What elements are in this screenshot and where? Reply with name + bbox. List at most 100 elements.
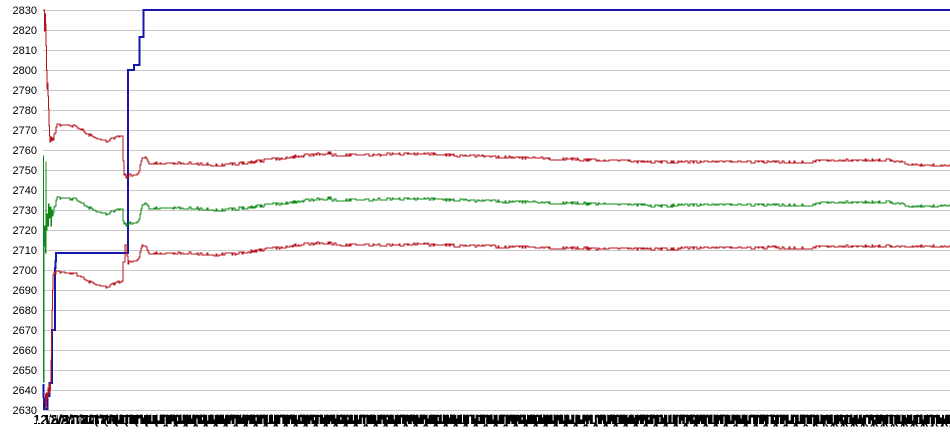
svg-text:12/8/2011 (9:15:59 pm): 12/8/2011 (9:15:59 pm) xyxy=(604,412,738,427)
svg-text:12/8/2011 (5:55:59 pm): 12/8/2011 (5:55:59 pm) xyxy=(203,412,337,427)
svg-text:12/8/2011 (9:05:59 pm): 12/8/2011 (9:05:59 pm) xyxy=(584,412,718,427)
svg-text:12/8/2011 (12:05:59 pm): 12/8/2011 (12:05:59 pm) xyxy=(943,412,950,427)
svg-text:2650: 2650 xyxy=(13,365,37,377)
svg-text:12/8/2011 (9:35:59 pm): 12/8/2011 (9:35:59 pm) xyxy=(643,412,777,427)
svg-text:12/8/2011 (5:25:59 pm): 12/8/2011 (5:25:59 pm) xyxy=(144,412,278,427)
svg-text:2700: 2700 xyxy=(13,265,37,277)
svg-text:12/8/2011 (5:50:59 pm): 12/8/2011 (5:50:59 pm) xyxy=(193,412,327,427)
svg-text:12/8/2011 (7:55:59 pm): 12/8/2011 (7:55:59 pm) xyxy=(443,412,577,427)
svg-text:12/8/2011 (9:55:59 pm): 12/8/2011 (9:55:59 pm) xyxy=(684,412,818,427)
svg-text:12/8/2011 (11:00:59 pm): 12/8/2011 (11:00:59 pm) xyxy=(814,412,950,427)
svg-text:12/8/2011 (7:00:59 pm): 12/8/2011 (7:00:59 pm) xyxy=(333,412,467,427)
svg-text:12/8/2011 (4:45:59 pm): 12/8/2011 (4:45:59 pm) xyxy=(64,412,198,427)
svg-text:12/8/2011 (6:00:59 pm): 12/8/2011 (6:00:59 pm) xyxy=(213,412,347,427)
svg-text:12/8/2011 (4:40:59 pm): 12/8/2011 (4:40:59 pm) xyxy=(54,412,188,427)
svg-text:12/8/2011 (10:05:59 pm): 12/8/2011 (10:05:59 pm) xyxy=(703,412,844,427)
svg-text:12/8/2011 (11:05:59 pm): 12/8/2011 (11:05:59 pm) xyxy=(824,412,950,427)
svg-text:12/8/2011 (8:45:59 pm): 12/8/2011 (8:45:59 pm) xyxy=(543,412,677,427)
svg-text:12/8/2011 (5:45:59 pm): 12/8/2011 (5:45:59 pm) xyxy=(184,412,318,427)
svg-text:12/8/2011 (8:10:59 pm): 12/8/2011 (8:10:59 pm) xyxy=(474,412,608,427)
svg-text:12/8/2011 (9:10:59 pm): 12/8/2011 (9:10:59 pm) xyxy=(594,412,728,427)
svg-text:12/8/2011 (8:15:59 pm): 12/8/2011 (8:15:59 pm) xyxy=(484,412,618,427)
svg-text:12/8/2011 (7:20:59 pm): 12/8/2011 (7:20:59 pm) xyxy=(373,412,507,427)
svg-text:12/8/2011 (7:25:59 pm): 12/8/2011 (7:25:59 pm) xyxy=(383,412,517,427)
svg-text:12/8/2011 (11:25:59 pm): 12/8/2011 (11:25:59 pm) xyxy=(864,412,950,427)
svg-text:12/8/2011 (10:30:59 pm): 12/8/2011 (10:30:59 pm) xyxy=(753,412,894,427)
svg-text:12/8/2011 (7:15:59 pm): 12/8/2011 (7:15:59 pm) xyxy=(363,412,497,427)
svg-text:12/8/2011 (7:40:59 pm): 12/8/2011 (7:40:59 pm) xyxy=(414,412,548,427)
svg-text:12/8/2011 (7:50:59 pm): 12/8/2011 (7:50:59 pm) xyxy=(433,412,567,427)
svg-text:12/8/2011 (8:00:59 pm): 12/8/2011 (8:00:59 pm) xyxy=(454,412,588,427)
svg-text:12/8/2011 (9:40:59 pm): 12/8/2011 (9:40:59 pm) xyxy=(654,412,788,427)
svg-text:12/8/2011 (9:30:59 pm): 12/8/2011 (9:30:59 pm) xyxy=(634,412,768,427)
svg-text:12/8/2011 (10:40:59 pm): 12/8/2011 (10:40:59 pm) xyxy=(774,412,915,427)
svg-text:12/8/2011 (7:50:59 pm): 12/8/2011 (7:50:59 pm) xyxy=(434,412,568,427)
svg-text:2630: 2630 xyxy=(13,405,37,417)
svg-text:12/8/2011 (5:20:59 pm): 12/8/2011 (5:20:59 pm) xyxy=(134,412,268,427)
svg-text:12/8/2011 (5:10:59 pm): 12/8/2011 (5:10:59 pm) xyxy=(113,412,247,427)
svg-text:12/8/2011 (9:40:59 pm): 12/8/2011 (9:40:59 pm) xyxy=(653,412,787,427)
svg-text:12/8/2011 (9:05:59 pm): 12/8/2011 (9:05:59 pm) xyxy=(583,412,717,427)
svg-text:2770: 2770 xyxy=(13,125,37,137)
svg-text:12/8/2011 (6:40:59 pm): 12/8/2011 (6:40:59 pm) xyxy=(293,412,427,427)
svg-text:12/8/2011 (5:00:59 pm): 12/8/2011 (5:00:59 pm) xyxy=(93,412,227,427)
svg-text:2640: 2640 xyxy=(13,385,37,397)
svg-text:2710: 2710 xyxy=(13,245,37,257)
svg-text:12/8/2011 (10:55:59 pm): 12/8/2011 (10:55:59 pm) xyxy=(803,412,944,427)
svg-text:12/8/2011 (6:15:59 pm): 12/8/2011 (6:15:59 pm) xyxy=(243,412,377,427)
svg-text:12/8/2011 (11:45:59 pm): 12/8/2011 (11:45:59 pm) xyxy=(904,412,950,427)
svg-text:12/8/2011 (10:45:59 pm): 12/8/2011 (10:45:59 pm) xyxy=(784,412,925,427)
svg-text:12/8/2011 (7:00:59 pm): 12/8/2011 (7:00:59 pm) xyxy=(334,412,468,427)
svg-text:12/8/2011 (9:45:59 pm): 12/8/2011 (9:45:59 pm) xyxy=(663,412,797,427)
svg-text:12/8/2011 (9:35:59 pm): 12/8/2011 (9:35:59 pm) xyxy=(644,412,778,427)
svg-text:12/8/2011 (11:55:59 pm): 12/8/2011 (11:55:59 pm) xyxy=(923,412,950,427)
svg-text:12/8/2011 (5:05:59 pm): 12/8/2011 (5:05:59 pm) xyxy=(104,412,238,427)
svg-text:12/8/2011 (7:40:59 pm): 12/8/2011 (7:40:59 pm) xyxy=(413,412,547,427)
svg-text:2820: 2820 xyxy=(13,25,37,37)
svg-text:12/8/2011 (4:50:59 pm): 12/8/2011 (4:50:59 pm) xyxy=(74,412,208,427)
svg-text:12/8/2011 (5:55:59 pm): 12/8/2011 (5:55:59 pm) xyxy=(204,412,338,427)
svg-text:12/8/2011 (7:30:59 pm): 12/8/2011 (7:30:59 pm) xyxy=(394,412,528,427)
svg-text:12/8/2011 (9:30:59 pm): 12/8/2011 (9:30:59 pm) xyxy=(633,412,767,427)
svg-text:12/8/2011 (4:45:59 pm): 12/8/2011 (4:45:59 pm) xyxy=(63,412,197,427)
svg-text:2680: 2680 xyxy=(13,305,37,317)
svg-text:12/8/2011 (5:30:59 pm): 12/8/2011 (5:30:59 pm) xyxy=(153,412,287,427)
svg-text:2750: 2750 xyxy=(13,165,37,177)
svg-text:12/8/2011 (11:30:59 pm): 12/8/2011 (11:30:59 pm) xyxy=(874,412,950,427)
svg-text:12/8/2011 (5:40:59 pm): 12/8/2011 (5:40:59 pm) xyxy=(174,412,308,427)
svg-text:2810: 2810 xyxy=(13,45,37,57)
svg-text:12/8/2011 (7:10:59 pm): 12/8/2011 (7:10:59 pm) xyxy=(354,412,488,427)
svg-text:12/8/2011 (5:00:59 pm): 12/8/2011 (5:00:59 pm) xyxy=(94,412,228,427)
svg-text:2780: 2780 xyxy=(13,105,37,117)
svg-text:12/8/2011 (4:40:59 pm): 12/8/2011 (4:40:59 pm) xyxy=(53,412,187,427)
svg-text:2720: 2720 xyxy=(13,225,37,237)
svg-text:12/8/2011 (5:20:59 pm): 12/8/2011 (5:20:59 pm) xyxy=(133,412,267,427)
svg-text:12/8/2011 (8:35:59 pm): 12/8/2011 (8:35:59 pm) xyxy=(523,412,657,427)
svg-text:12/8/2011 (10:50:59 pm): 12/8/2011 (10:50:59 pm) xyxy=(794,412,935,427)
svg-text:12/8/2011 (7:10:59 pm): 12/8/2011 (7:10:59 pm) xyxy=(353,412,487,427)
svg-text:12/8/2011 (10:25:59 pm): 12/8/2011 (10:25:59 pm) xyxy=(743,412,884,427)
svg-text:12/8/2011 (9:50:59 pm): 12/8/2011 (9:50:59 pm) xyxy=(673,412,807,427)
svg-text:12/8/2011 (8:00:59 pm): 12/8/2011 (8:00:59 pm) xyxy=(453,412,587,427)
svg-text:12/8/2011 (4:55:59 pm): 12/8/2011 (4:55:59 pm) xyxy=(84,412,218,427)
svg-text:12/8/2011 (11:00:59 pm): 12/8/2011 (11:00:59 pm) xyxy=(813,412,950,427)
svg-text:12/8/2011 (12:00:59 pm): 12/8/2011 (12:00:59 pm) xyxy=(933,412,950,427)
svg-text:12/8/2011 (7:15:59 pm): 12/8/2011 (7:15:59 pm) xyxy=(364,412,498,427)
svg-text:12/8/2011 (11:05:59 pm): 12/8/2011 (11:05:59 pm) xyxy=(823,412,950,427)
svg-text:12/8/2011 (9:20:59 pm): 12/8/2011 (9:20:59 pm) xyxy=(614,412,748,427)
svg-text:12/8/2011 (5:15:59 pm): 12/8/2011 (5:15:59 pm) xyxy=(123,412,257,427)
svg-text:12/8/2011 (8:10:59 pm): 12/8/2011 (8:10:59 pm) xyxy=(473,412,607,427)
svg-text:12/8/2011 (9:15:59 pm): 12/8/2011 (9:15:59 pm) xyxy=(603,412,737,427)
svg-text:12/8/2011 (6:50:59 pm): 12/8/2011 (6:50:59 pm) xyxy=(313,412,447,427)
svg-text:12/8/2011 (6:10:59 pm): 12/8/2011 (6:10:59 pm) xyxy=(233,412,367,427)
svg-text:2760: 2760 xyxy=(13,145,37,157)
svg-text:12/8/2011 (5:05:59 pm): 12/8/2011 (5:05:59 pm) xyxy=(103,412,237,427)
svg-text:2660: 2660 xyxy=(13,345,37,357)
svg-text:12/8/2011 (12:05:59 pm): 12/8/2011 (12:05:59 pm) xyxy=(944,412,950,427)
svg-text:12/8/2011 (8:05:59 pm): 12/8/2011 (8:05:59 pm) xyxy=(464,412,598,427)
svg-text:2830: 2830 xyxy=(13,5,37,17)
svg-text:12/8/2011 (6:55:59 pm): 12/8/2011 (6:55:59 pm) xyxy=(323,412,457,427)
svg-text:12/8/2011 (11:25:59 pm): 12/8/2011 (11:25:59 pm) xyxy=(863,412,950,427)
svg-text:12/8/2011 (4:55:59 pm): 12/8/2011 (4:55:59 pm) xyxy=(83,412,217,427)
svg-text:12/8/2011 (5:45:59 pm): 12/8/2011 (5:45:59 pm) xyxy=(183,412,317,427)
